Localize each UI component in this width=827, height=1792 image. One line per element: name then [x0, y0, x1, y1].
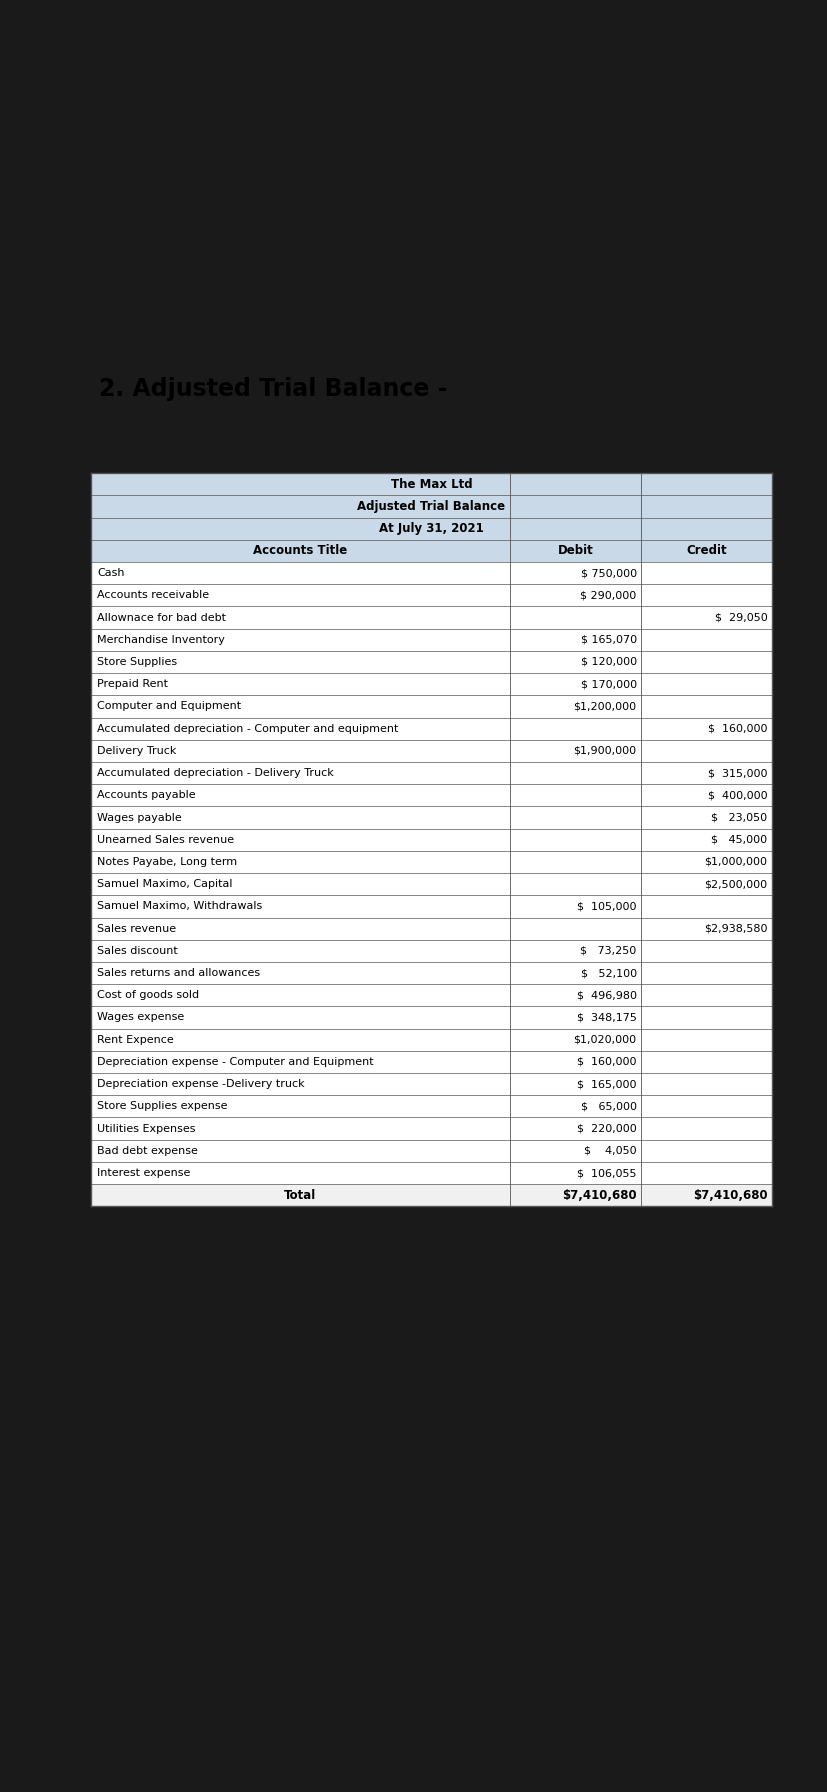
Bar	[91, 1118, 772, 1140]
Text: Accounts payable: Accounts payable	[97, 790, 195, 801]
Text: Bad debt expense: Bad debt expense	[97, 1145, 198, 1156]
Text: Sales discount: Sales discount	[97, 946, 178, 955]
Text: Credit: Credit	[686, 545, 726, 557]
Bar	[91, 1161, 772, 1185]
Text: Samuel Maximo, Capital: Samuel Maximo, Capital	[97, 880, 232, 889]
Bar	[91, 695, 772, 717]
Text: Sales revenue: Sales revenue	[97, 923, 176, 934]
Bar	[91, 1140, 772, 1161]
Text: $2,500,000: $2,500,000	[704, 880, 767, 889]
Text: Notes Payabe, Long term: Notes Payabe, Long term	[97, 857, 237, 867]
Text: $ 120,000: $ 120,000	[580, 658, 636, 667]
Text: $   65,000: $ 65,000	[580, 1102, 636, 1111]
Bar	[91, 629, 772, 650]
Bar	[91, 762, 772, 785]
Bar	[91, 717, 772, 740]
Text: $7,410,680: $7,410,680	[692, 1188, 767, 1202]
Text: Total: Total	[284, 1188, 316, 1202]
Text: $1,900,000: $1,900,000	[573, 745, 636, 756]
Bar	[91, 563, 772, 584]
Bar	[91, 495, 772, 518]
Text: $7,410,680: $7,410,680	[562, 1188, 636, 1202]
Bar	[91, 1095, 772, 1118]
Text: Accounts receivable: Accounts receivable	[97, 590, 209, 600]
Text: $  400,000: $ 400,000	[707, 790, 767, 801]
Text: Depreciation expense - Computer and Equipment: Depreciation expense - Computer and Equi…	[97, 1057, 373, 1066]
Text: $ 165,070: $ 165,070	[580, 634, 636, 645]
Bar	[91, 896, 772, 918]
Text: Interest expense: Interest expense	[97, 1168, 190, 1177]
Text: Delivery Truck: Delivery Truck	[97, 745, 176, 756]
Bar	[91, 674, 772, 695]
Bar	[91, 1050, 772, 1073]
Text: $    4,050: $ 4,050	[583, 1145, 636, 1156]
Bar	[91, 806, 772, 828]
Text: Allownace for bad debt: Allownace for bad debt	[97, 613, 226, 622]
Text: Merchandise Inventory: Merchandise Inventory	[97, 634, 225, 645]
Text: $  315,000: $ 315,000	[707, 769, 767, 778]
Text: $  160,000: $ 160,000	[576, 1057, 636, 1066]
Text: $1,200,000: $1,200,000	[573, 701, 636, 711]
Text: $ 750,000: $ 750,000	[580, 568, 636, 579]
Bar	[91, 785, 772, 806]
Text: Store Supplies expense: Store Supplies expense	[97, 1102, 227, 1111]
Bar	[91, 1007, 772, 1029]
Text: Utilities Expenses: Utilities Expenses	[97, 1124, 195, 1134]
Bar	[91, 851, 772, 873]
Text: Store Supplies: Store Supplies	[97, 658, 177, 667]
Text: $   23,050: $ 23,050	[710, 812, 767, 823]
Text: The Max Ltd: The Max Ltd	[390, 478, 471, 491]
Text: Accumulated depreciation - Delivery Truck: Accumulated depreciation - Delivery Truc…	[97, 769, 333, 778]
Text: Wages expense: Wages expense	[97, 1012, 184, 1023]
Bar	[91, 584, 772, 606]
Bar	[91, 473, 772, 495]
Text: $ 290,000: $ 290,000	[580, 590, 636, 600]
Text: $  165,000: $ 165,000	[576, 1079, 636, 1090]
Bar	[91, 1073, 772, 1095]
Text: Unearned Sales revenue: Unearned Sales revenue	[97, 835, 234, 844]
Text: Rent Expence: Rent Expence	[97, 1034, 174, 1045]
Text: Sales returns and allowances: Sales returns and allowances	[97, 968, 260, 978]
Text: $1,020,000: $1,020,000	[573, 1034, 636, 1045]
Text: Accounts Title: Accounts Title	[253, 545, 347, 557]
Text: $   73,250: $ 73,250	[580, 946, 636, 955]
Bar	[91, 740, 772, 762]
Text: $  496,980: $ 496,980	[576, 991, 636, 1000]
Text: $  220,000: $ 220,000	[576, 1124, 636, 1134]
Text: $  160,000: $ 160,000	[707, 724, 767, 733]
Text: Accumulated depreciation - Computer and equipment: Accumulated depreciation - Computer and …	[97, 724, 398, 733]
Text: At July 31, 2021: At July 31, 2021	[379, 521, 483, 536]
Bar	[91, 650, 772, 674]
Bar	[91, 828, 772, 851]
Bar	[91, 984, 772, 1007]
Text: $  105,000: $ 105,000	[576, 901, 636, 912]
Text: $2,938,580: $2,938,580	[703, 923, 767, 934]
Text: $   45,000: $ 45,000	[710, 835, 767, 844]
Text: $  29,050: $ 29,050	[714, 613, 767, 622]
Text: Cash: Cash	[97, 568, 124, 579]
Text: Cost of goods sold: Cost of goods sold	[97, 991, 199, 1000]
Text: $ 170,000: $ 170,000	[580, 679, 636, 690]
Text: Wages payable: Wages payable	[97, 812, 182, 823]
Bar	[91, 939, 772, 962]
Text: $  106,055: $ 106,055	[576, 1168, 636, 1177]
Text: Adjusted Trial Balance: Adjusted Trial Balance	[357, 500, 505, 513]
Bar	[91, 918, 772, 939]
Bar	[91, 962, 772, 984]
Text: Debit: Debit	[557, 545, 593, 557]
Bar	[91, 1185, 772, 1206]
Bar	[91, 518, 772, 539]
Bar	[91, 1029, 772, 1050]
Bar	[91, 873, 772, 896]
Text: $   52,100: $ 52,100	[580, 968, 636, 978]
Text: Computer and Equipment: Computer and Equipment	[97, 701, 241, 711]
Text: Depreciation expense -Delivery truck: Depreciation expense -Delivery truck	[97, 1079, 304, 1090]
Bar	[91, 606, 772, 629]
Bar	[91, 539, 772, 563]
Text: 2. Adjusted Trial Balance -: 2. Adjusted Trial Balance -	[98, 378, 447, 401]
Text: Samuel Maximo, Withdrawals: Samuel Maximo, Withdrawals	[97, 901, 262, 912]
Text: $1,000,000: $1,000,000	[704, 857, 767, 867]
Text: Prepaid Rent: Prepaid Rent	[97, 679, 168, 690]
Text: $  348,175: $ 348,175	[576, 1012, 636, 1023]
